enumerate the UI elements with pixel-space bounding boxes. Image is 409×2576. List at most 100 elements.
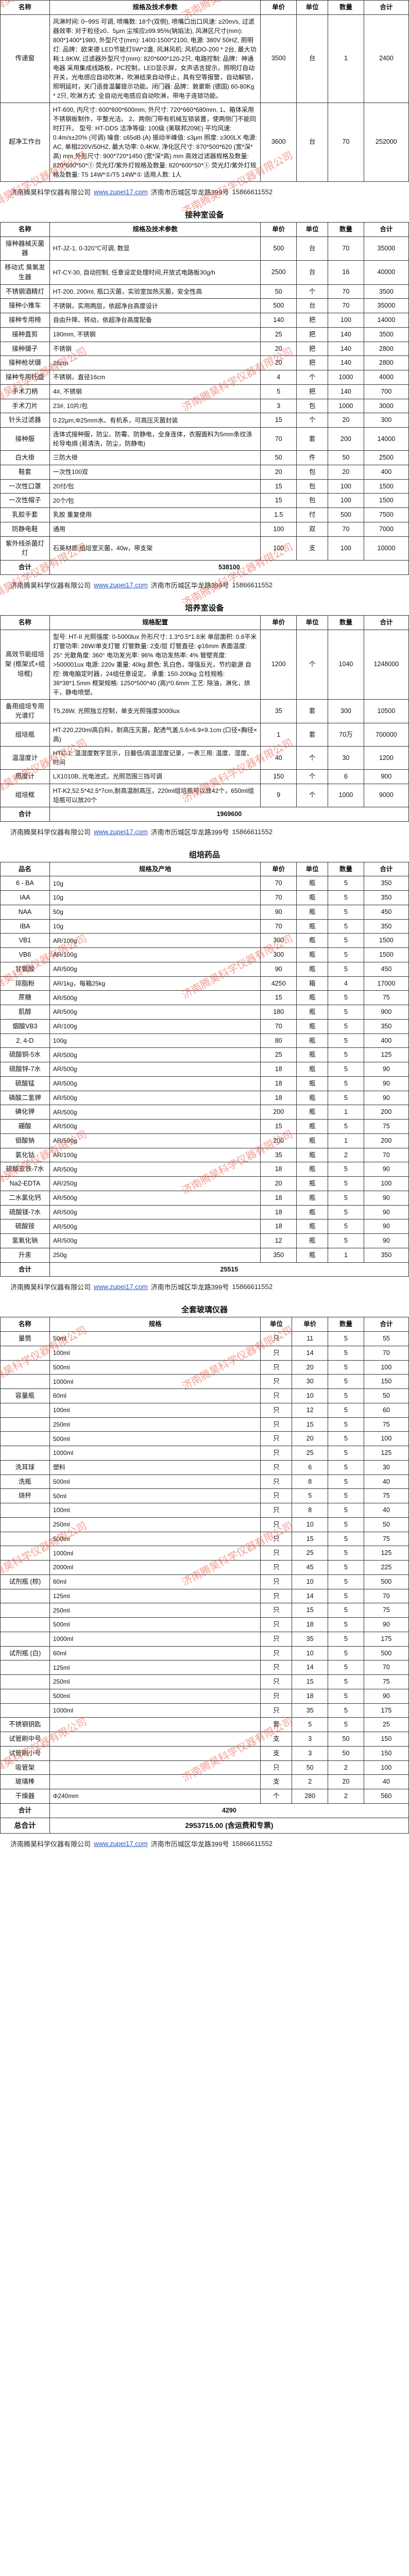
item-spec-cell: 250ml (49, 1603, 261, 1618)
footer-phone-2: 15866611552 (232, 828, 273, 836)
item-total-cell: 55 (364, 1332, 408, 1346)
item-name-cell: 硫酸铜-5水 (1, 1048, 50, 1062)
item-name-cell: 高效节能组培架 (框架式+组培框) (1, 630, 50, 699)
item-name-cell: 氢氧化钠 (1, 1234, 50, 1248)
item-price-cell: 150 (261, 770, 297, 784)
item-unit-cell: 瓶 (297, 891, 328, 905)
item-spec-cell: 10g (49, 891, 261, 905)
item-qty-cell: 5 (328, 1432, 364, 1446)
item-unit-cell: 只 (261, 1561, 292, 1575)
section-title-1: 接种室设备 (0, 209, 409, 220)
table-row: 洗耳球 塑料只 6 5 30 (1, 1460, 409, 1475)
item-price-cell: 50 (261, 284, 297, 299)
footer-link-4[interactable]: www.zupei17.com (94, 1840, 148, 1848)
item-spec-cell: 20个/包 (49, 494, 261, 508)
item-name-cell (1, 1503, 50, 1518)
item-spec-cell (49, 1718, 261, 1732)
item-price-cell: 2 (292, 1775, 328, 1789)
table-row: 温湿度计 HTC-1, 温湿度数字显示，日最低/高温湿度记录，一表三用: 温度、湿… (1, 747, 409, 770)
item-qty-cell: 5 (328, 905, 364, 919)
item-qty-cell: 2 (328, 1760, 364, 1775)
item-spec-cell: 60ml (49, 1646, 261, 1660)
table-row: 接种服 连体式接种服，防尘、防霉、防静电，全身连体，衣服面料为5mm条纹涤纶导电绸… (1, 428, 409, 451)
item-spec-cell: 26cm (49, 356, 261, 370)
item-total-cell: 2400 (364, 14, 408, 103)
item-price-cell: 280 (292, 1789, 328, 1804)
item-name-cell: 接种专用托盘 (1, 370, 50, 385)
item-price-cell: 500 (261, 236, 297, 261)
item-total-cell: 100 (364, 1760, 408, 1775)
item-total-cell: 70 (364, 1148, 408, 1162)
item-spec-cell (49, 1775, 261, 1789)
footer-link-2[interactable]: www.zupei17.com (94, 828, 148, 836)
table-row: 氢氧化钠 AR/500g 12 瓶 5 90 (1, 1234, 409, 1248)
item-spec-cell: 一次性100双 (49, 465, 261, 479)
table-section-2: 名称 规格配置 单价 单位 数量 合计 高效节能组培架 (框架式+组培框) 型号: HT-II… (0, 615, 409, 822)
item-unit-cell: 瓶 (297, 1219, 328, 1234)
item-qty-cell: 100 (328, 479, 364, 494)
item-unit-cell: 把 (297, 313, 328, 328)
table-row: 1000ml 只 30 5 150 (1, 1375, 409, 1389)
grand-total-value: 2953715.00 (含运费和专票) (49, 1818, 408, 1833)
footer-link-0[interactable]: www.zupei17.com (94, 188, 148, 196)
item-total-cell: 200 (364, 1105, 408, 1120)
table-row: 试管刷小号 支 3 50 150 (1, 1746, 409, 1760)
table-row: 接种专用托盘 不锈钢，直径16cm 4 个 1000 4000 (1, 370, 409, 385)
item-price-cell: 3 (261, 399, 297, 413)
table-row: 500ml 只 18 5 90 (1, 1689, 409, 1703)
item-total-cell: 2800 (364, 356, 408, 370)
item-total-cell: 14000 (364, 313, 408, 328)
item-qty-cell: 5 (328, 1332, 364, 1346)
table-row: 吸管架 只 50 2 100 (1, 1760, 409, 1775)
item-price-cell: 14 (292, 1589, 328, 1603)
item-total-cell: 50 (364, 1517, 408, 1532)
item-name-cell: 烧杯 (1, 1489, 50, 1503)
item-price-cell: 20 (261, 342, 297, 356)
item-price-cell: 70 (261, 428, 297, 451)
item-qty-cell: 5 (328, 1191, 364, 1205)
item-spec-cell: 10g (49, 919, 261, 934)
item-unit-cell: 瓶 (297, 1120, 328, 1134)
item-total-cell: 90 (364, 1076, 408, 1091)
item-total-cell: 90 (364, 1091, 408, 1105)
item-spec-cell: 50ml (49, 1489, 261, 1503)
item-qty-cell: 50 (328, 1746, 364, 1760)
item-total-cell: 4000 (364, 370, 408, 385)
item-total-cell: 40 (364, 1775, 408, 1789)
item-name-cell: IBA (1, 919, 50, 934)
item-spec-cell: AR/100g (49, 948, 261, 962)
footer-link-3[interactable]: www.zupei17.com (94, 1283, 148, 1291)
item-unit-cell: 个 (297, 784, 328, 807)
item-name-cell: 备用组培专用 光谱灯 (1, 699, 50, 723)
item-price-cell: 15 (292, 1603, 328, 1618)
column-header-0: 名称 (1, 1317, 50, 1332)
item-name-cell: 组培框 (1, 784, 50, 807)
item-qty-cell: 5 (328, 1718, 364, 1732)
item-name-cell: 接种器械灭菌器 (1, 236, 50, 261)
table-row: 硫酸镁-7水 AR/500g 18 瓶 5 90 (1, 1205, 409, 1219)
item-price-cell: 4250 (261, 976, 297, 991)
subtotal-row: 合计 4290 (1, 1803, 409, 1818)
item-unit-cell: 瓶 (297, 1048, 328, 1062)
footer-link-1[interactable]: www.zupei17.com (94, 581, 148, 589)
item-unit-cell: 只 (261, 1517, 292, 1532)
table-row: 一次性口罩 20付/包 15 包 100 1500 (1, 479, 409, 494)
item-name-cell: 移动式 臭氧发生器 (1, 261, 50, 285)
table-row: 250ml 只 15 5 75 (1, 1603, 409, 1618)
item-total-cell: 700000 (364, 723, 408, 747)
section-title-3: 组培药品 (0, 849, 409, 860)
item-name-cell: 试剂瓶 (白) (1, 1646, 50, 1660)
item-price-cell: 15 (261, 991, 297, 1005)
item-unit-cell: 只 (261, 1546, 292, 1561)
item-price-cell: 20 (261, 1177, 297, 1191)
table-row: 1000ml 只 25 5 125 (1, 1446, 409, 1461)
item-qty-cell: 5 (328, 1346, 364, 1360)
item-spec-cell: HT-220,220ml高白料，耐高压灭菌，配透气盖,5.6×6.9×9.1cm… (49, 723, 261, 747)
item-unit-cell: 个 (297, 747, 328, 770)
item-price-cell: 70 (261, 876, 297, 891)
item-unit-cell: 瓶 (297, 1148, 328, 1162)
item-name-cell (1, 1546, 50, 1561)
item-price-cell: 14 (292, 1346, 328, 1360)
table-row: 高效节能组培架 (框架式+组培框) 型号: HT-II 光照强度: 0-5000l… (1, 630, 409, 699)
item-name-cell: 照度计 (1, 770, 50, 784)
